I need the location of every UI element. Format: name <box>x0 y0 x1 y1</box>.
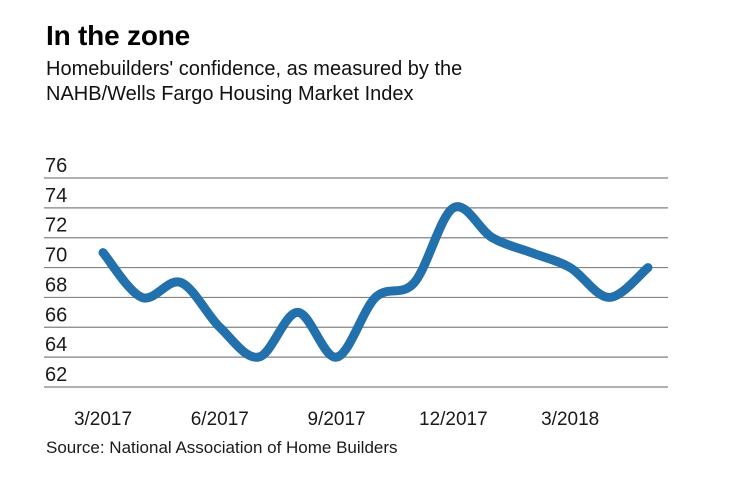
y-axis-tick-label: 68 <box>45 274 67 296</box>
x-axis-tick-label: 12/2017 <box>419 409 488 430</box>
hmi-line-series <box>98 202 653 362</box>
y-axis-tick-label: 74 <box>45 185 67 207</box>
y-axis-tick-label: 70 <box>45 245 67 267</box>
y-axis-tick-label: 64 <box>45 334 67 356</box>
source-note: Source: National Association of Home Bui… <box>46 438 398 457</box>
x-axis-tick-label: 6/2017 <box>191 409 249 430</box>
x-axis-tick-label: 3/2017 <box>74 409 132 430</box>
y-axis-tick-label: 62 <box>45 364 67 386</box>
chart-subtitle: Homebuilders' confidence, as measured by… <box>46 58 463 105</box>
y-axis-tick-label: 76 <box>45 155 67 177</box>
x-axis-tick-label: 3/2018 <box>541 409 599 430</box>
chart-title: In the zone <box>46 20 191 51</box>
y-axis-tick-label: 72 <box>45 215 67 237</box>
x-axis-tick-label: 9/2017 <box>308 409 366 430</box>
y-axis-tick-label: 66 <box>45 304 67 326</box>
